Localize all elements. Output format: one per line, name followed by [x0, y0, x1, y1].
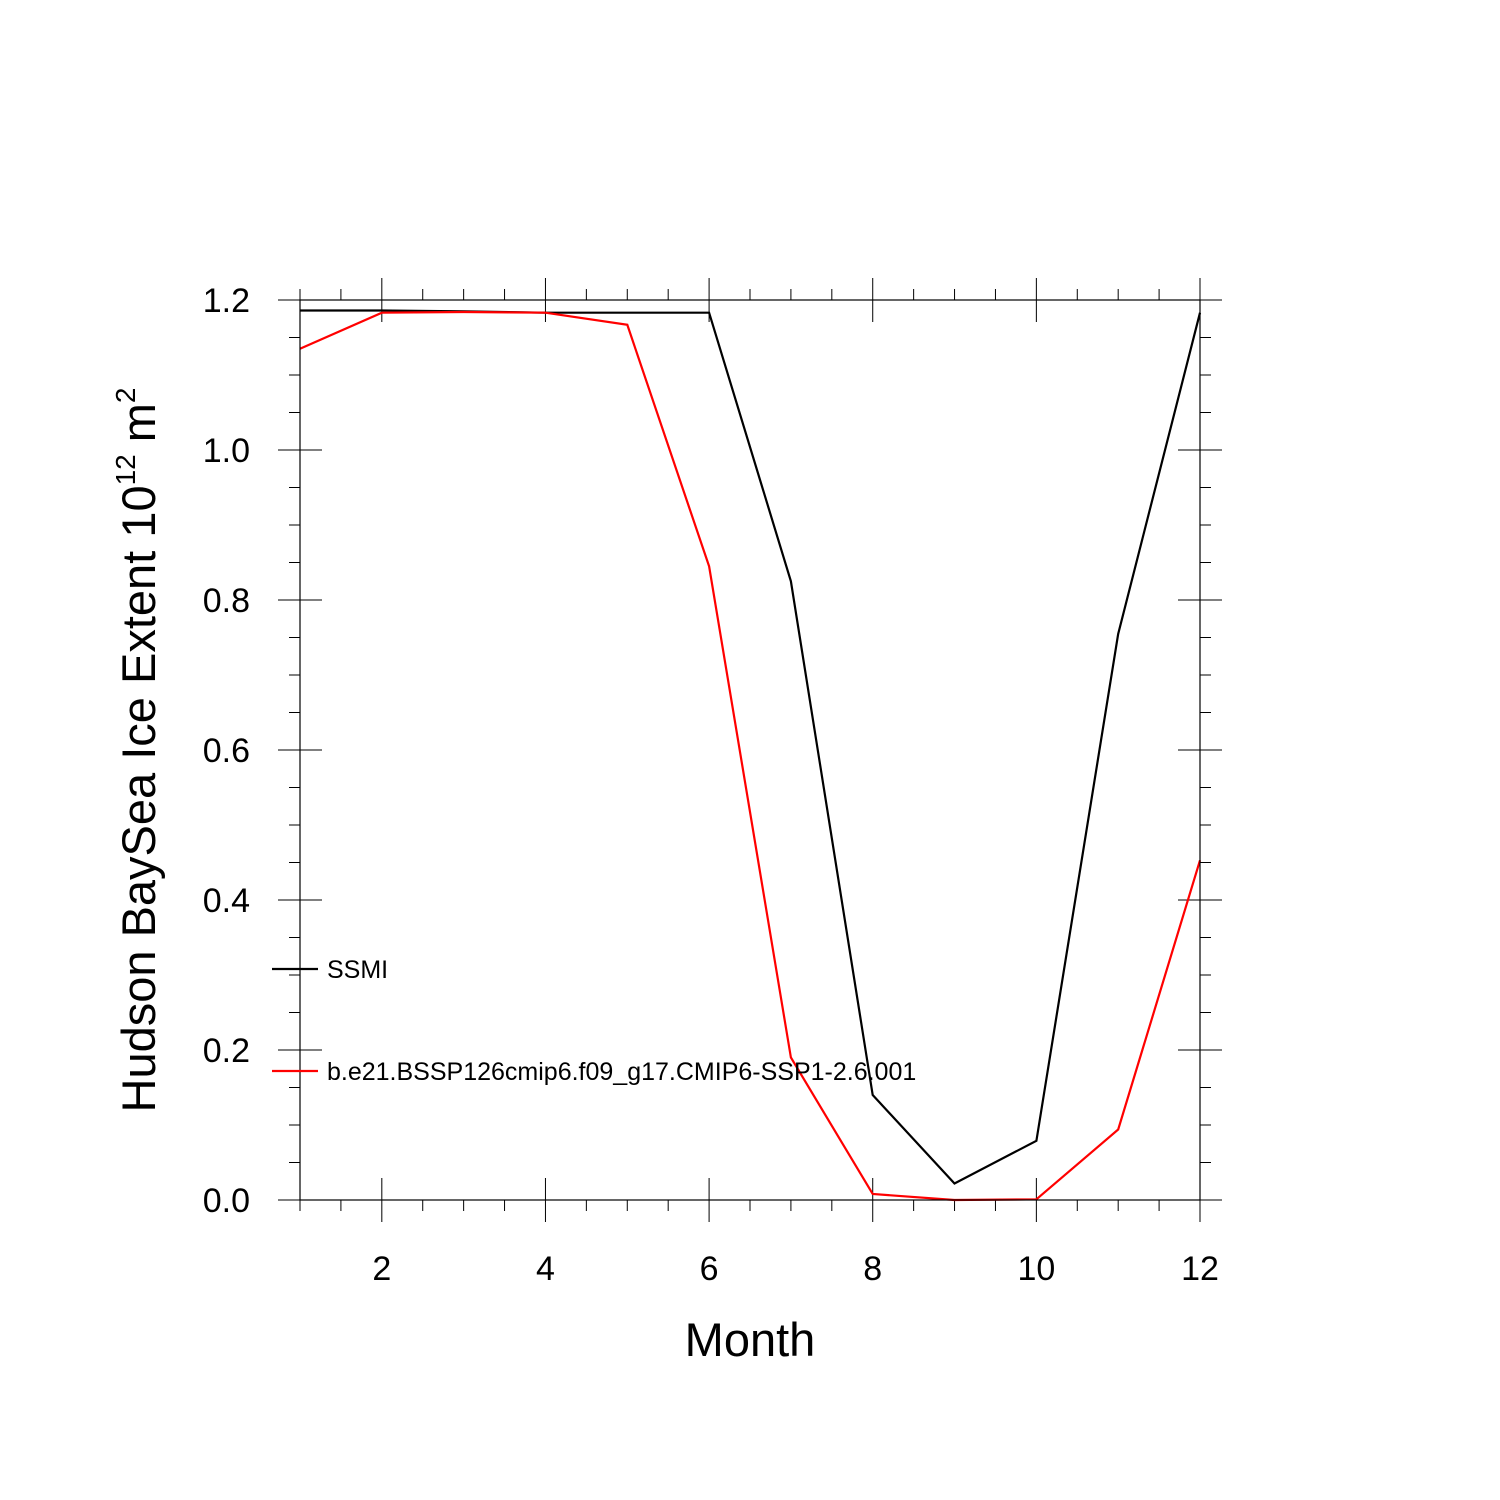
y-tick-label: 0.2 [203, 1032, 250, 1070]
x-tick-label: 12 [1181, 1250, 1219, 1288]
y-tick-label: 1.2 [203, 282, 250, 320]
y-tick-label: 0.4 [203, 882, 250, 920]
x-tick-label: 2 [372, 1250, 391, 1288]
y-axis-title-unit-exponent: 2 [110, 388, 141, 404]
data-series [299, 309, 1202, 1202]
plot-frame [299, 299, 1201, 1201]
y-axis-title-text: Hudson BaySea Ice Extent 10 [112, 485, 165, 1112]
y-axis-title: Hudson BaySea Ice Extent 1012 m2 [110, 388, 165, 1113]
axis-tick-labels: 2 4 6 8 10 12 0.0 0.2 0.4 0.6 0.8 1.0 1.2 [203, 282, 1219, 1288]
legend-label-1: SSMI [327, 956, 388, 984]
x-tick-label: 6 [700, 1250, 719, 1288]
series-line-1 [300, 309, 1202, 1185]
legend-label-2: b.e21.BSSP126cmip6.f09_g17.CMIP6-SSP1-2.… [327, 1058, 916, 1086]
y-tick-label: 1.0 [203, 432, 250, 470]
x-tick-label: 10 [1017, 1250, 1055, 1288]
series-line-2 [299, 310, 1202, 1202]
y-tick-label: 0.6 [203, 732, 250, 770]
x-tick-label: 4 [536, 1250, 555, 1288]
y-tick-label: 0.0 [203, 1182, 250, 1220]
x-axis-title: Month [685, 1313, 816, 1366]
x-tick-label: 8 [863, 1250, 882, 1288]
y-tick-label: 0.8 [203, 582, 250, 620]
y-axis-title-unit: m [112, 403, 165, 442]
legend: SSMI b.e21.BSSP126cmip6.f09_g17.CMIP6-SSP… [272, 956, 916, 1086]
y-axis-title-exponent: 12 [110, 454, 141, 485]
